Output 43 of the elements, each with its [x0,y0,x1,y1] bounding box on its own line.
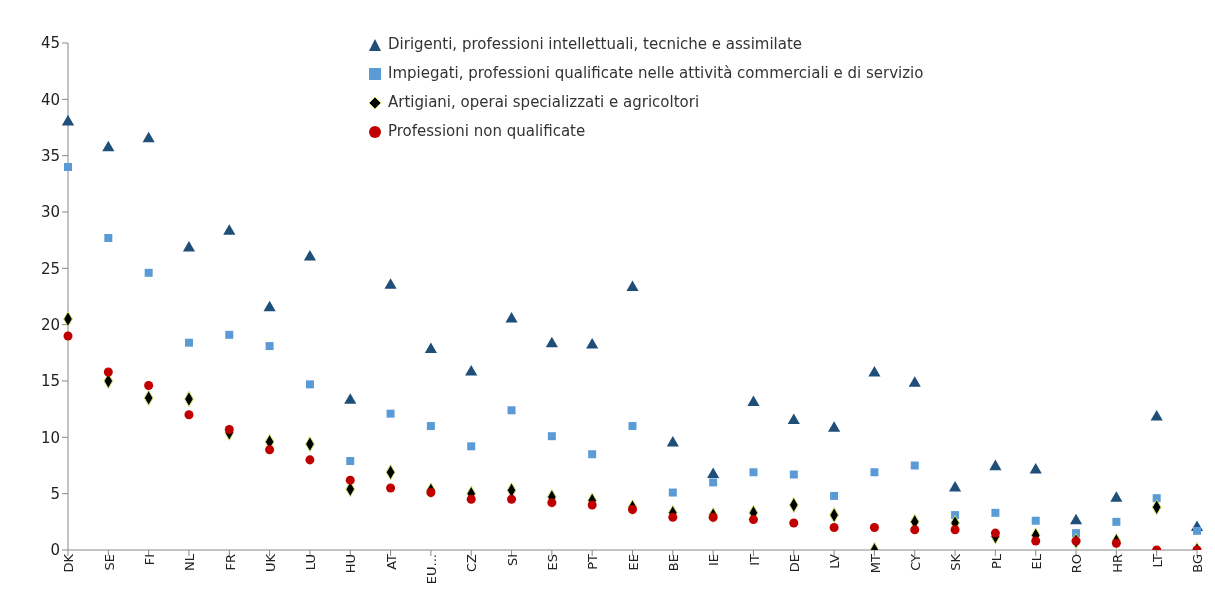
legend-label: Artigiani, operai specializzati e agricoltori [387,92,701,113]
x-tick-label: NL [182,553,198,571]
x-tick-label: DE [787,554,803,573]
x-tick-label: BE [666,554,682,572]
x-tick-label: UK [262,553,278,573]
legend-label: Professioni non qualificate [387,121,587,142]
legend-label: Dirigenti, professioni intellettuali, tecniche e assimilate [387,34,804,55]
x-tick-label: PT [585,553,601,570]
legend-label: Impiegati, professioni qualificate nelle attività commerciali e di servizio [387,63,924,84]
x-tick-label: RO [1069,554,1085,574]
x-tick-label: FR [222,554,238,571]
x-tick-label: LU [303,554,319,571]
x-tick-label: SK [948,553,964,571]
x-tick-label: EE [625,554,641,571]
x-tick-label: LV [827,553,843,569]
x-tick-label: DK [61,553,77,573]
x-tick-label: HU [343,554,359,574]
x-tick-label: SE [101,554,117,571]
x-tick-label: ES [545,554,561,571]
x-tick-label: AT [383,553,399,570]
y-tick-label: 35 [40,146,60,165]
y-tick-label: 25 [40,259,60,278]
y-tick-label: 20 [40,315,60,334]
x-tick-label: LT [1149,553,1165,568]
y-tick-label: 30 [40,203,60,222]
x-tick-label: HR [1109,554,1125,573]
x-tick-label: CZ [464,553,480,572]
y-tick-label: 0 [50,541,60,560]
x-tick-label: IE [706,554,722,567]
y-tick-label: 45 [40,34,60,53]
x-tick-label: FI [141,554,157,566]
x-tick-label: EU... [424,554,440,585]
y-tick-label: 40 [40,90,60,109]
x-tick-label: BG [1190,554,1206,573]
x-tick-label: MT [867,553,883,574]
x-tick-label: CY [907,553,923,571]
x-tick-label: PL [988,553,1004,570]
x-tick-label: IT [746,553,762,566]
y-tick-label: 15 [40,372,60,391]
y-tick-label: 5 [50,484,60,503]
x-tick-label: SI [504,554,520,567]
x-tick-label: EL [1028,553,1044,570]
y-tick-label: 10 [40,428,60,447]
